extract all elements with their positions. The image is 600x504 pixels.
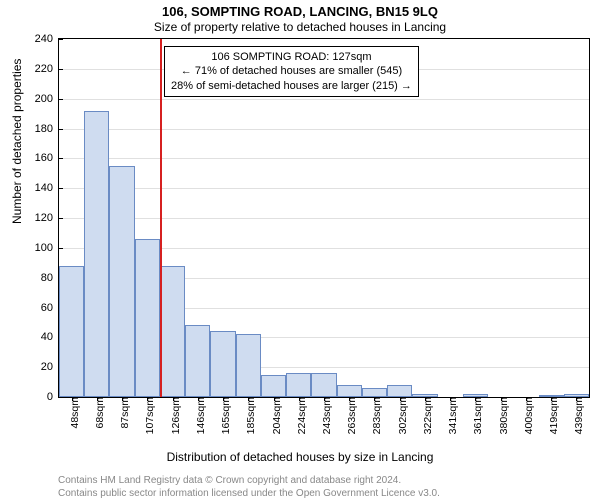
histogram-bar xyxy=(261,375,286,397)
x-tick-label: 126sqm xyxy=(164,397,182,434)
y-tick-label: 100 xyxy=(35,242,59,254)
gridline xyxy=(59,188,589,189)
x-tick-label: 380sqm xyxy=(492,397,510,434)
x-tick-label: 185sqm xyxy=(239,397,257,434)
x-tick-label: 400sqm xyxy=(517,397,535,434)
x-tick-label: 302sqm xyxy=(391,397,409,434)
gridline xyxy=(59,218,589,219)
histogram-bar xyxy=(185,325,210,397)
y-axis-label: Number of detached properties xyxy=(10,59,24,224)
y-tick-label: 140 xyxy=(35,182,59,194)
y-tick-label: 0 xyxy=(47,391,59,403)
x-tick-label: 146sqm xyxy=(189,397,207,434)
x-tick-label: 341sqm xyxy=(441,397,459,434)
histogram-bar xyxy=(210,331,235,397)
x-tick-label: 322sqm xyxy=(416,397,434,434)
x-tick-label: 204sqm xyxy=(265,397,283,434)
gridline xyxy=(59,99,589,100)
histogram-bar xyxy=(311,373,336,397)
y-tick-label: 240 xyxy=(35,33,59,45)
footer-line-2: Contains public sector information licen… xyxy=(58,488,440,501)
y-tick-label: 20 xyxy=(41,361,59,373)
histogram-bar xyxy=(160,266,185,397)
x-tick-label: 263sqm xyxy=(340,397,358,434)
y-tick-label: 80 xyxy=(41,272,59,284)
x-tick-label: 165sqm xyxy=(214,397,232,434)
gridline xyxy=(59,129,589,130)
y-tick-label: 220 xyxy=(35,63,59,75)
y-tick-label: 60 xyxy=(41,302,59,314)
gridline xyxy=(59,158,589,159)
histogram-bar xyxy=(109,166,134,397)
y-tick-label: 40 xyxy=(41,331,59,343)
x-axis-label: Distribution of detached houses by size … xyxy=(0,450,600,464)
infobox-line-2: ← 71% of detached houses are smaller (54… xyxy=(171,64,412,78)
reference-line xyxy=(160,39,162,397)
x-tick-label: 87sqm xyxy=(113,397,131,429)
y-tick-label: 180 xyxy=(35,123,59,135)
histogram-bar xyxy=(387,385,412,397)
histogram-bar xyxy=(286,373,311,397)
infobox-line-1: 106 SOMPTING ROAD: 127sqm xyxy=(171,50,412,64)
chart-title: 106, SOMPTING ROAD, LANCING, BN15 9LQ xyxy=(0,4,600,19)
chart-plot-area: 02040608010012014016018020022024048sqm68… xyxy=(58,38,590,398)
histogram-bar xyxy=(337,385,362,397)
x-tick-label: 419sqm xyxy=(542,397,560,434)
infobox-line-3: 28% of semi-detached houses are larger (… xyxy=(171,79,412,93)
chart-infobox: 106 SOMPTING ROAD: 127sqm ← 71% of detac… xyxy=(164,46,419,97)
chart-subtitle: Size of property relative to detached ho… xyxy=(0,20,600,34)
histogram-bar xyxy=(236,334,261,397)
histogram-bar xyxy=(135,239,160,397)
histogram-bar xyxy=(84,111,109,397)
footer-line-1: Contains HM Land Registry data © Crown c… xyxy=(58,475,440,488)
x-tick-label: 243sqm xyxy=(315,397,333,434)
x-tick-label: 107sqm xyxy=(138,397,156,434)
x-tick-label: 224sqm xyxy=(290,397,308,434)
x-tick-label: 48sqm xyxy=(63,397,81,429)
x-tick-label: 439sqm xyxy=(567,397,585,434)
histogram-bar xyxy=(362,388,387,397)
y-tick-label: 200 xyxy=(35,93,59,105)
chart-footer: Contains HM Land Registry data © Crown c… xyxy=(58,475,440,500)
x-tick-label: 361sqm xyxy=(466,397,484,434)
histogram-bar xyxy=(59,266,84,397)
y-tick-label: 160 xyxy=(35,152,59,164)
y-tick-label: 120 xyxy=(35,212,59,224)
x-tick-label: 283sqm xyxy=(365,397,383,434)
x-tick-label: 68sqm xyxy=(88,397,106,429)
